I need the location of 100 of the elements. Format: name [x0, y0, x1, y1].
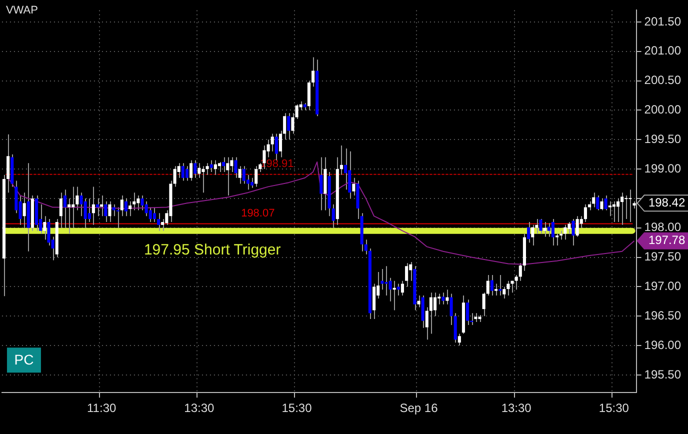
candlestick [128, 200, 132, 217]
candlestick [490, 274, 494, 296]
candlestick [47, 218, 50, 246]
x-tick-label: 13:30 [501, 401, 532, 416]
candlestick [320, 156, 323, 211]
y-tick-label: 198.00 [644, 220, 682, 234]
candlestick [584, 204, 587, 222]
candlestick [450, 293, 453, 326]
candlestick [202, 166, 205, 194]
candlestick [458, 333, 461, 346]
x-tick-label: 13:30 [184, 401, 215, 416]
candlestick [222, 156, 226, 172]
candlestick [68, 198, 71, 234]
candlestick [210, 160, 213, 172]
candlestick [59, 192, 62, 228]
candlestick [108, 200, 112, 222]
candlestick [63, 189, 67, 228]
candlestick [226, 156, 230, 196]
candlestick [620, 192, 624, 226]
candlestick [405, 262, 408, 288]
candlestick [442, 292, 445, 305]
candlestick [446, 289, 449, 305]
candlestick [388, 277, 392, 302]
candlestick [140, 195, 144, 211]
candlestick [600, 198, 604, 211]
candlestick [88, 198, 91, 222]
candlestick [80, 192, 83, 217]
candlestick [242, 166, 246, 184]
candlestick [287, 112, 290, 140]
candlestick [152, 206, 156, 222]
y-tick-label: 196.00 [644, 338, 682, 352]
candlestick [417, 295, 420, 308]
candlestick [498, 274, 502, 296]
x-tick-label: 15:30 [598, 401, 630, 416]
candlestick [576, 216, 579, 238]
candlestick [344, 148, 348, 190]
candlestick [466, 299, 470, 326]
candlestick [181, 162, 184, 182]
y-tick-label: 200.50 [644, 73, 682, 88]
candlestick [604, 195, 608, 211]
candlestick [198, 162, 201, 178]
candlestick [506, 280, 510, 296]
annotation: PC [14, 351, 34, 368]
candlestick [116, 206, 120, 228]
candlestick [340, 145, 344, 176]
y-tick-label: 196.50 [644, 308, 682, 322]
candlestick [592, 192, 596, 208]
candlestick [572, 218, 575, 246]
x-tick-label: 15:30 [282, 401, 312, 416]
candlestick [564, 224, 567, 240]
candlestick [124, 198, 128, 217]
candlestick [628, 189, 632, 222]
y-tick-label: 195.50 [644, 367, 682, 382]
candlestick [433, 292, 437, 317]
candlestick [43, 216, 46, 240]
candlestick [518, 262, 522, 282]
candlestick [547, 222, 550, 238]
candlestick [22, 192, 26, 228]
candlestick [332, 204, 335, 228]
candlestick [270, 133, 274, 152]
candlestick [218, 161, 222, 172]
y-tick-label: 200.00 [644, 102, 682, 117]
y-tick-label: 201.00 [644, 44, 682, 58]
candlestick [194, 160, 197, 178]
candlestick [531, 224, 534, 246]
candlestick [156, 212, 160, 232]
candlestick [400, 280, 404, 296]
candlestick [372, 283, 376, 320]
y-tick-label: 199.00 [644, 161, 682, 176]
text: 198.42 [648, 195, 686, 210]
candlestick [551, 218, 554, 246]
chart-title: VWAP [6, 4, 38, 17]
text: 197.78 [648, 233, 686, 248]
candlestick [144, 200, 148, 217]
candlestick [185, 166, 189, 182]
candlestick [250, 177, 254, 188]
candlestick [543, 221, 546, 238]
candlestick [234, 156, 238, 178]
candlestick [96, 198, 100, 217]
x-tick-label: 11:30 [87, 401, 116, 416]
candlestick [608, 200, 612, 217]
candlestick [148, 206, 152, 222]
candlestick [494, 283, 498, 296]
candlestick [254, 166, 258, 188]
candlestick [539, 218, 542, 234]
candlestick [555, 233, 559, 246]
candlestick [206, 162, 209, 176]
candlestick [421, 295, 424, 328]
candlestick [352, 177, 356, 196]
candlestick [454, 312, 457, 344]
x-tick-label: Sep 16 [400, 401, 438, 416]
candlestick [384, 266, 388, 296]
candlestick [514, 274, 518, 290]
candlestick [624, 195, 628, 220]
y-tick-label: 199.50 [644, 132, 682, 146]
candlestick [190, 160, 193, 182]
candlestick [348, 150, 352, 199]
ref-line-label: 198.07 [241, 207, 275, 220]
candlestick [84, 198, 87, 228]
candlestick [274, 133, 278, 161]
